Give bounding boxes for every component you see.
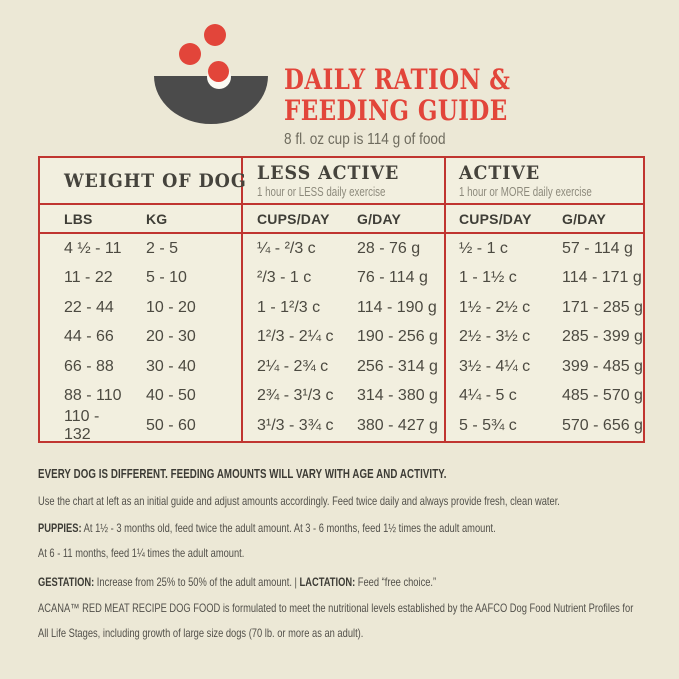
header: DAILY RATION & FEEDING GUIDE 8 fl. oz cu… <box>284 64 560 149</box>
table-cell: 399 - 485 g <box>562 357 643 375</box>
table-cell: 57 - 114 g <box>562 239 633 257</box>
puppies-text: At 1½ - 3 months old, feed twice the adu… <box>81 521 496 535</box>
table-cell: 5 - 5¾ c <box>459 416 517 434</box>
page-title-line2: FEEDING GUIDE <box>284 94 508 127</box>
group-header-label: LESS ACTIVE <box>257 162 400 184</box>
group-header-weight: WEIGHT OF DOG <box>40 158 246 205</box>
column-header-lbs: LBS <box>40 205 130 234</box>
notes-puppies: PUPPIES: At 1½ - 3 months old, feed twic… <box>38 516 645 566</box>
table-cell: 2¾ - 3¹/3 c <box>257 387 334 405</box>
kibble-dot-icon <box>204 24 226 46</box>
group-header-label: ACTIVE <box>459 162 541 184</box>
group-header-less-active: LESS ACTIVE 1 hour or LESS daily exercis… <box>243 158 446 205</box>
lactation-label: LACTATION: <box>299 575 356 589</box>
table-cell: 314 - 380 g <box>347 381 446 411</box>
table-cell: 2 - 5 <box>130 234 243 264</box>
table-cell: 171 - 285 g <box>562 298 643 316</box>
group-header-sublabel: 1 hour or LESS daily exercise <box>257 185 386 199</box>
table-cell: 380 - 427 g <box>347 411 446 441</box>
table-cell: 76 - 114 g <box>347 263 446 293</box>
table-cell: 22 - 44 <box>64 298 114 316</box>
kibble-dot-icon <box>208 61 229 82</box>
table-cell: ²/3 - 1 c <box>257 269 312 287</box>
table-cell: 28 - 76 g <box>347 234 446 264</box>
table-cell: 1 - 1²/3 c <box>257 298 321 316</box>
table-cell: 10 - 20 <box>130 293 243 323</box>
puppies-label: PUPPIES: <box>38 521 82 535</box>
separator: | <box>294 575 300 589</box>
table-cell: 485 - 570 g <box>562 387 643 405</box>
group-header-sublabel: 1 hour or MORE daily exercise <box>459 185 592 199</box>
table-cell: 11 - 22 <box>64 269 113 287</box>
table-cell: 4 ½ - 11 <box>64 239 122 257</box>
table-cell: 20 - 30 <box>130 322 243 352</box>
table-cell: 1²/3 - 2¼ c <box>257 328 334 346</box>
notes-intro: Use the chart at left as an initial guid… <box>38 494 560 508</box>
table-cell: 570 - 656 g <box>562 416 643 434</box>
table-cell: 4¼ - 5 c <box>459 387 517 405</box>
table-cell: 50 - 60 <box>130 411 243 441</box>
table-cell: 30 - 40 <box>130 352 243 382</box>
notes-heading: EVERY DOG IS DIFFERENT. FEEDING AMOUNTS … <box>38 467 447 481</box>
table-cell: 40 - 50 <box>130 381 243 411</box>
table-cell: 2¼ - 2¾ c <box>257 357 329 375</box>
gestation-label: GESTATION: <box>38 575 95 589</box>
lactation-text: Feed “free choice.” <box>355 575 437 589</box>
column-header-kg: KG <box>130 205 243 234</box>
column-header-cups-active: CUPS/DAY <box>446 205 552 234</box>
kibble-dot-icon <box>179 43 201 65</box>
gestation-text: Increase from 25% to 50% of the adult am… <box>94 575 295 589</box>
dog-bowl-kibble-icon <box>152 16 272 128</box>
column-header-cups-less: CUPS/DAY <box>243 205 347 234</box>
table-cell: ½ - 1 c <box>459 239 508 257</box>
table-cell: 66 - 88 <box>64 357 114 375</box>
table-cell: 114 - 171 g <box>562 269 642 287</box>
table-cell: 44 - 66 <box>64 328 114 346</box>
group-header-label: WEIGHT OF DOG <box>64 169 247 192</box>
table-cell: 190 - 256 g <box>347 322 446 352</box>
footnotes: EVERY DOG IS DIFFERENT. FEEDING AMOUNTS … <box>38 462 645 646</box>
cup-measure-subtitle: 8 fl. oz cup is 114 g of food <box>284 131 446 148</box>
table-cell: 5 - 10 <box>130 263 243 293</box>
notes-aafco-statement: ACANA™ RED MEAT RECIPE DOG FOOD is formu… <box>38 601 634 640</box>
table-cell: 285 - 399 g <box>562 328 643 346</box>
table-cell: 3½ - 4¼ c <box>459 357 531 375</box>
feeding-table: WEIGHT OF DOG LESS ACTIVE 1 hour or LESS… <box>38 156 645 443</box>
table-cell: 2½ - 3½ c <box>459 328 531 346</box>
column-header-g-less: G/DAY <box>347 205 446 234</box>
table-cell: ¼ - ²/3 c <box>257 239 316 257</box>
notes-gestation-lactation: GESTATION: Increase from 25% to 50% of t… <box>38 570 645 595</box>
page-title-line1: DAILY RATION & <box>284 63 511 96</box>
table-cell: 1½ - 2½ c <box>459 298 531 316</box>
table-cell: 88 - 110 <box>64 387 122 405</box>
group-header-active: ACTIVE 1 hour or MORE daily exercise <box>446 158 643 205</box>
table-cell: 110 - 132 <box>64 407 100 443</box>
table-cell: 256 - 314 g <box>347 352 446 382</box>
table-cell: 3¹/3 - 3¾ c <box>257 416 334 434</box>
puppies-text-line2: At 6 - 11 months, feed 1¼ times the adul… <box>38 546 245 560</box>
table-cell: 114 - 190 g <box>347 293 446 323</box>
table-cell: 1 - 1½ c <box>459 269 517 287</box>
column-header-g-active: G/DAY <box>552 205 643 234</box>
